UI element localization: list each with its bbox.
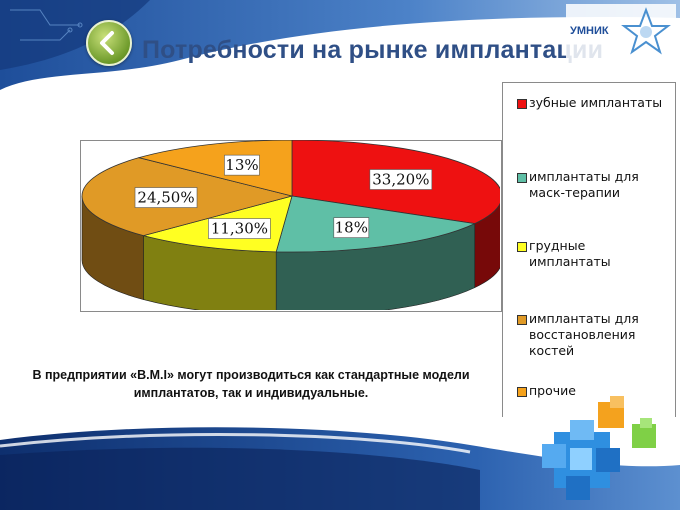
back-button[interactable]	[86, 20, 132, 66]
pie-slice-4	[137, 140, 293, 197]
data-label-4: 13%	[224, 154, 260, 176]
logo-text: УМНИК	[570, 25, 609, 37]
slide-title: Потребности на рынке имплантации	[142, 36, 604, 64]
legend-label: прочие	[529, 383, 576, 398]
pie-chart: 33,20% 18% 11,30% 24,50% 13%	[81, 140, 500, 310]
svg-text:24,50%: 24,50%	[137, 189, 194, 207]
legend-swatch	[517, 315, 527, 325]
data-label-1: 18%	[333, 217, 370, 238]
legend-label: грудные имплантаты	[529, 238, 611, 269]
svg-text:11,30%: 11,30%	[211, 220, 268, 238]
svg-text:33,20%: 33,20%	[372, 171, 429, 189]
legend-swatch	[517, 173, 527, 183]
svg-text:18%: 18%	[335, 219, 368, 237]
cubes-decoration-icon	[542, 396, 656, 500]
data-label-2: 11,30%	[208, 218, 271, 239]
chevron-left-icon	[100, 31, 114, 55]
legend-swatch	[517, 99, 527, 109]
legend-swatch	[517, 242, 527, 252]
legend-swatch	[517, 387, 527, 397]
data-label-0: 33,20%	[369, 169, 433, 190]
slide-caption: В предприятии «B.M.I» могут производитьс…	[32, 368, 470, 400]
legend-label: зубные имплантаты	[529, 95, 663, 110]
data-label-3: 24,50%	[134, 187, 198, 208]
star-logo-icon	[621, 7, 671, 55]
legend-label: имплантаты для маск-терапии	[529, 169, 639, 200]
svg-text:13%: 13%	[225, 156, 258, 174]
legend-label: имплантаты для восстановления костей	[529, 311, 639, 358]
pie-slice-1	[275, 195, 477, 253]
logo: УМНИК	[566, 4, 676, 64]
chart-legend: зубные имплантаты имплантаты для маск-тер…	[502, 82, 676, 417]
